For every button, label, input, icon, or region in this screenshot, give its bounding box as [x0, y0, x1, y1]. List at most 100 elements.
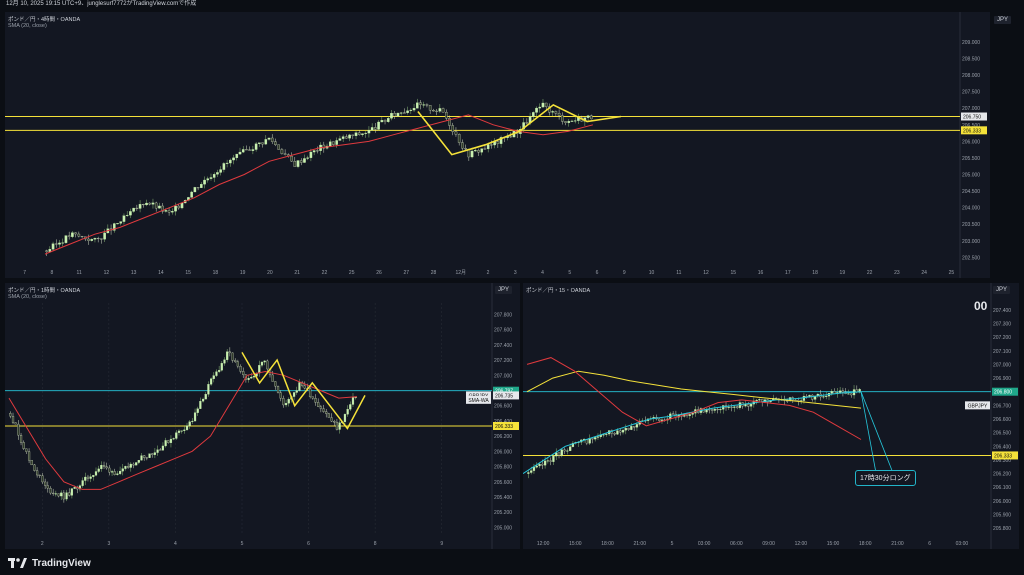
header-caption: 12月 10, 2025 19:15 UTC+9、junglesurf7772が… [0, 0, 1024, 9]
candle [271, 374, 274, 382]
candle [19, 435, 23, 443]
candle [348, 134, 351, 139]
candle [361, 133, 364, 135]
candle [110, 471, 114, 473]
price-label-box [992, 387, 1018, 396]
tradingview-logo[interactable]: TradingView [8, 557, 91, 569]
x-tick-label: 15:00 [569, 541, 582, 547]
candle [527, 472, 530, 474]
y-tick-label: 207.400 [494, 343, 512, 349]
candle [454, 131, 458, 135]
candle [445, 112, 448, 119]
candle [749, 403, 753, 407]
candle [57, 493, 60, 497]
candle [25, 448, 28, 452]
y-tick-label: 202.500 [962, 255, 980, 261]
candle [164, 210, 168, 212]
candle [103, 232, 106, 240]
candle [719, 409, 722, 411]
candle [226, 351, 229, 360]
chart-4h-currency-badge[interactable]: JPY [994, 16, 1012, 24]
y-tick-label: 207.000 [962, 106, 980, 112]
chart-1h-svg[interactable]: 2 3 4 5 6 8 9 207.800 207.600 207.400 207.200 207.0… [5, 283, 520, 549]
candle [786, 400, 789, 402]
candle [396, 112, 400, 117]
candle [22, 442, 25, 449]
candle [419, 102, 422, 105]
candle [486, 144, 490, 150]
candle [276, 386, 280, 393]
candle [441, 108, 445, 113]
candle [557, 452, 561, 456]
candle [800, 400, 803, 402]
chart-1h-currency[interactable]: JPY [495, 286, 513, 294]
candle [546, 460, 549, 462]
candle [543, 460, 547, 466]
chart-15m-svg[interactable]: 12:00 15:00 18:00 21:00 5 03:00 06:00 09:00 12:0… [523, 283, 1019, 549]
x-tick-label: 15 [185, 270, 191, 276]
candle [736, 406, 739, 408]
candle [61, 242, 65, 244]
candle [145, 457, 148, 459]
candle [483, 148, 487, 150]
candle [127, 466, 130, 468]
candle [209, 177, 213, 179]
candle [535, 465, 538, 468]
candle [52, 492, 55, 494]
candle [722, 405, 725, 410]
candle [619, 430, 622, 433]
candle [602, 434, 605, 436]
candle [605, 433, 608, 435]
y-tick-label: 206.600 [993, 417, 1011, 423]
candle [747, 404, 750, 407]
candle [102, 465, 106, 467]
y-tick-label: 205.600 [494, 480, 512, 486]
x-tick-label: 12 [104, 270, 110, 276]
chart-4h-svg[interactable]: 7 8 11 12 13 14 15 18 19 20 21 22 25 26 27 28 12月 2 3 4 5 6 9 1… [5, 12, 990, 278]
candle [51, 243, 55, 250]
x-tick-label: 23 [894, 270, 900, 276]
candle [199, 401, 202, 409]
candle [241, 149, 245, 153]
y-tick-label: 206.900 [993, 376, 1011, 382]
x-tick-label: 4 [541, 270, 544, 276]
x-tick-label: 15:00 [827, 541, 840, 547]
candle [122, 215, 126, 222]
candle [672, 413, 675, 415]
candle [180, 202, 184, 209]
chart-15m-currency[interactable]: JPY [993, 286, 1011, 294]
candle [541, 102, 545, 108]
price-label: 206.333 [963, 128, 981, 134]
candle [370, 127, 374, 131]
x-tick-label: 24 [921, 270, 927, 276]
candle [92, 475, 95, 477]
candle [252, 376, 256, 378]
candle [564, 121, 567, 123]
chart-15m-big-label: 00 [974, 299, 988, 313]
candle [432, 110, 435, 112]
candle [206, 178, 210, 181]
candle [461, 142, 464, 149]
x-tick-label: 18 [213, 270, 219, 276]
candle [532, 112, 535, 117]
candle [794, 399, 797, 401]
candle [277, 144, 280, 150]
candle [174, 205, 177, 212]
price-label-box [992, 451, 1018, 460]
candle [346, 409, 349, 415]
y-tick-label: 207.600 [494, 328, 512, 334]
candle [219, 169, 222, 173]
candle [154, 202, 158, 209]
chart-15m-panel[interactable]: 12:00 15:00 18:00 21:00 5 03:00 06:00 09:00 12:0… [523, 283, 1019, 549]
y-tick-label: 206.300 [993, 458, 1011, 464]
candle [287, 399, 290, 404]
candle [316, 150, 319, 152]
y-tick-label: 206.000 [494, 449, 512, 455]
candle [254, 143, 258, 150]
y-tick-label: 207.100 [993, 349, 1011, 355]
candle [496, 141, 500, 144]
price-label: 206.333 [495, 424, 513, 430]
y-tick-label: 207.000 [993, 362, 1011, 368]
chart-1h-panel[interactable]: 2 3 4 5 6 8 9 207.800 207.600 207.400 207.200 207.0… [5, 283, 520, 549]
chart-4h-panel[interactable]: 7 8 11 12 13 14 15 18 19 20 21 22 25 26 27 28 12月 2 3 4 5 6 9 1… [5, 12, 990, 278]
